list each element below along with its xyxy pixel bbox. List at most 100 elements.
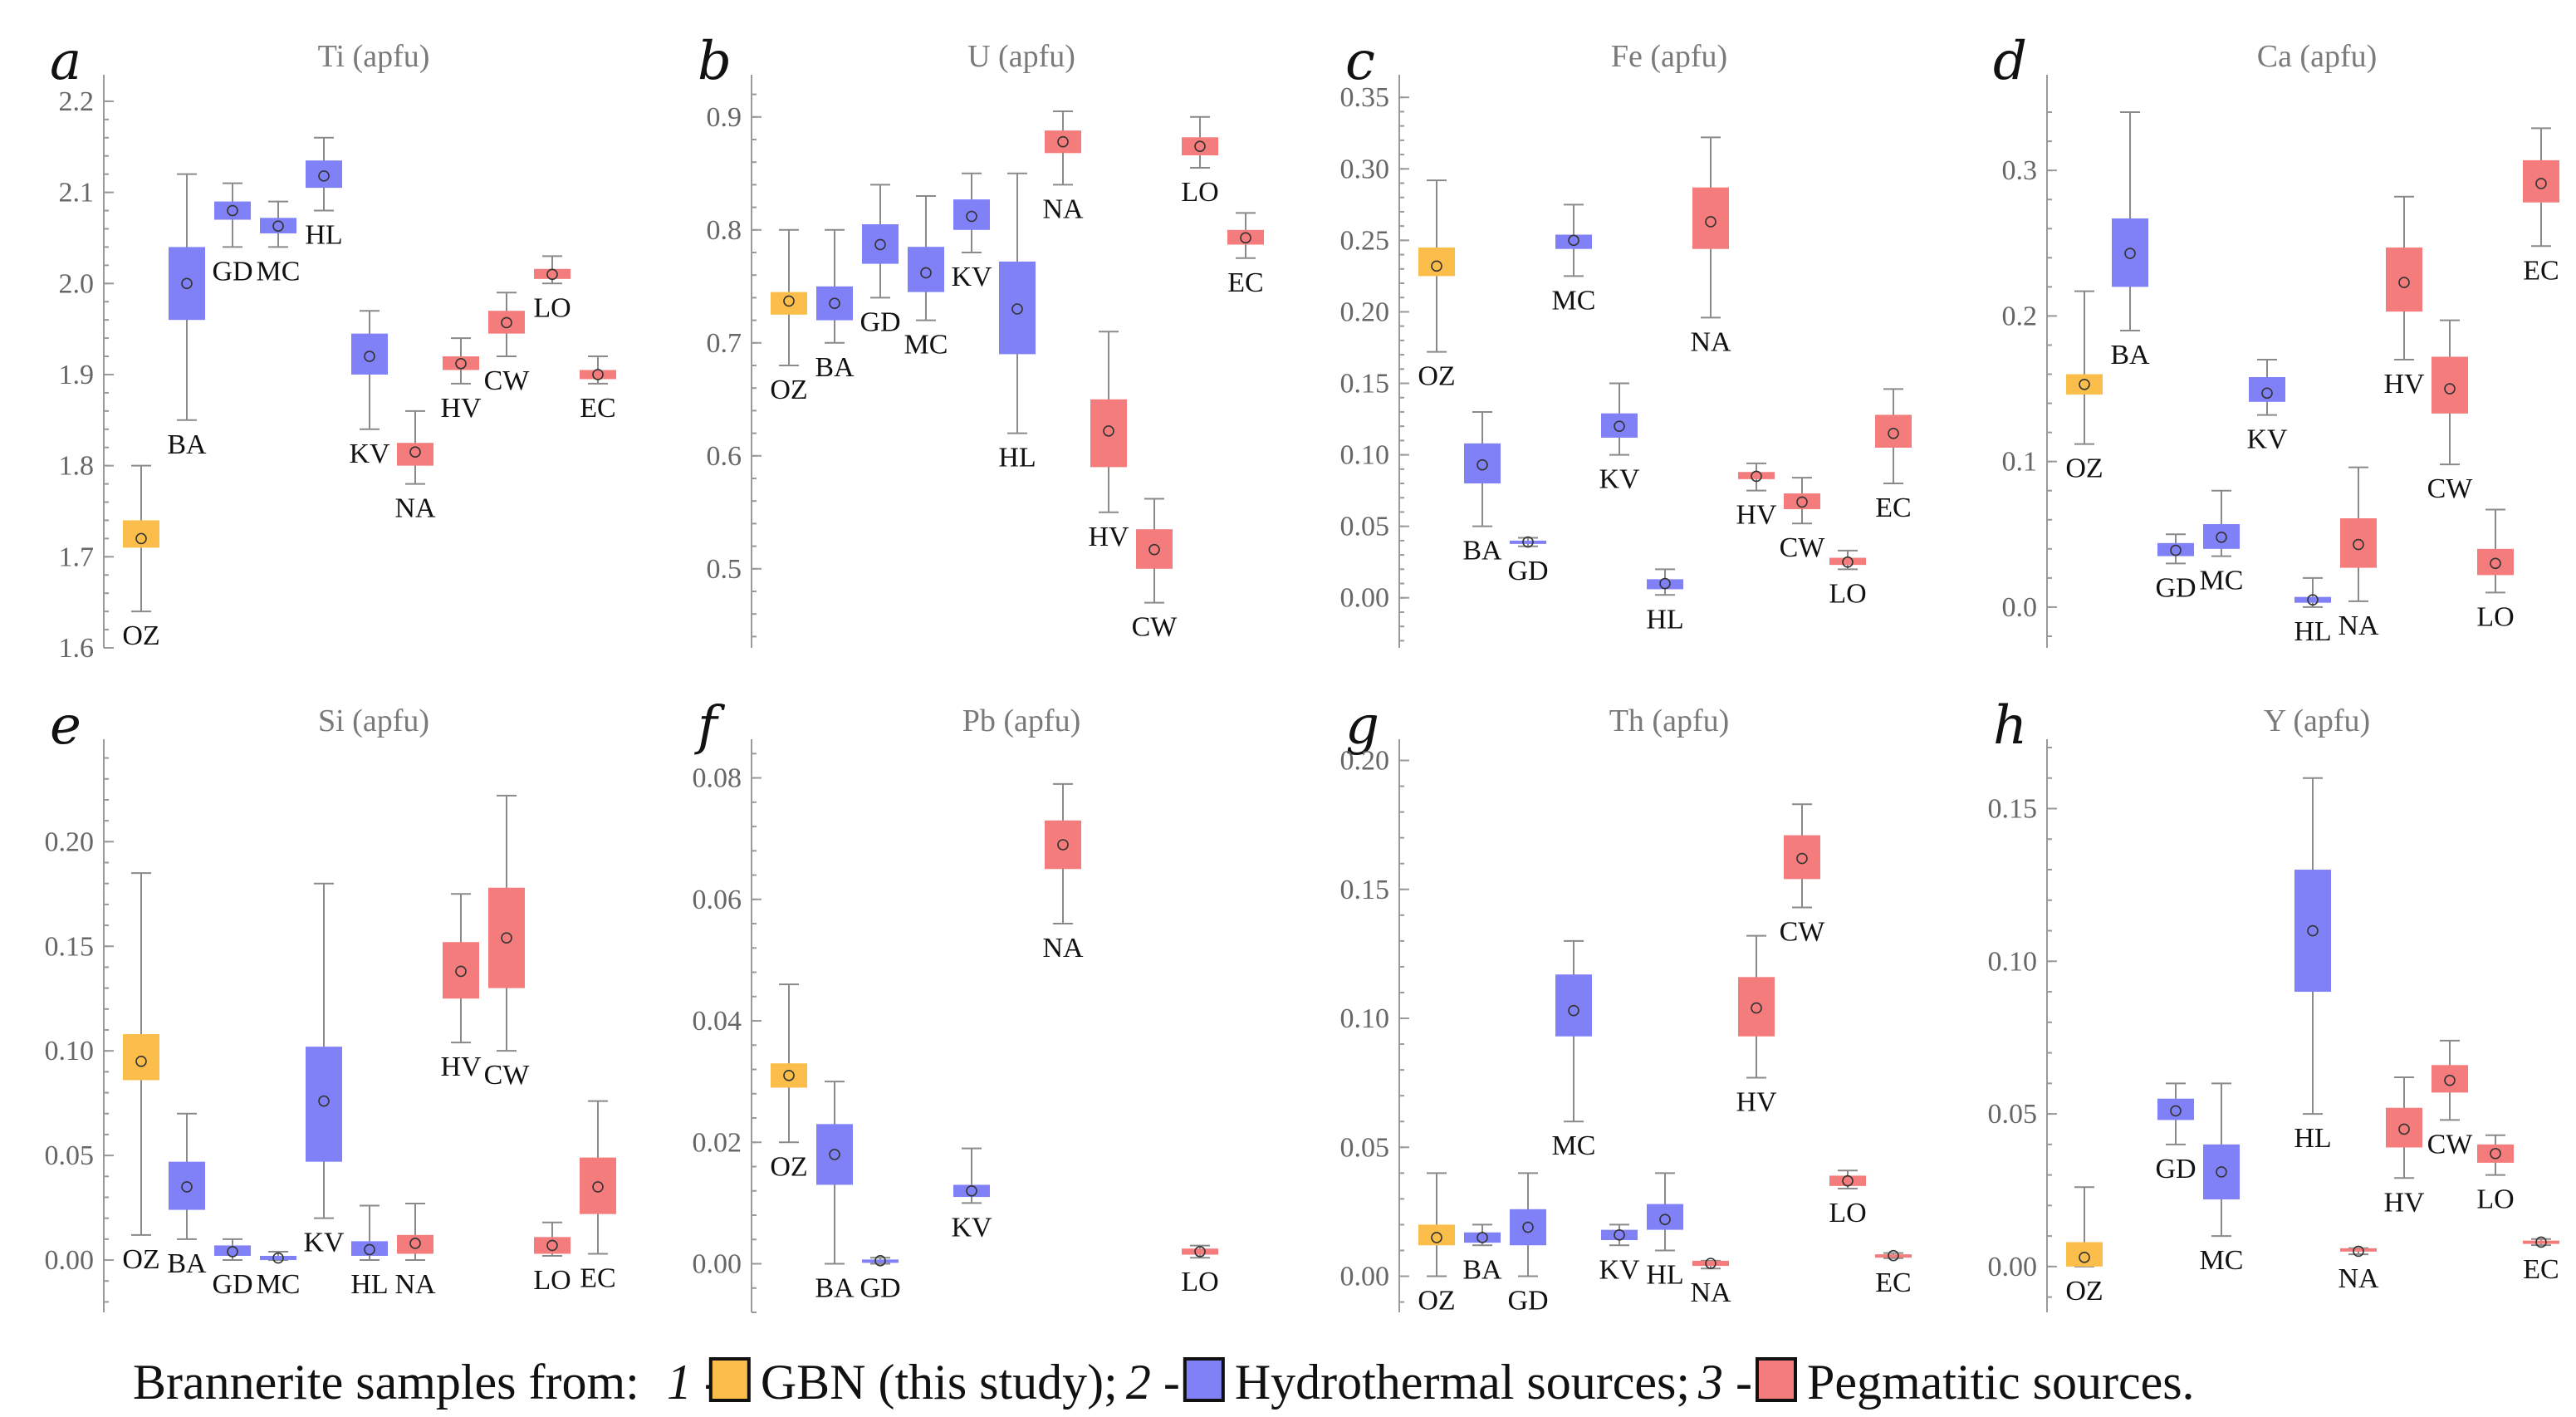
box-b-cw: CW [1132,498,1178,643]
box-body [862,224,899,264]
box-body [1601,1229,1638,1241]
category-label: GD [859,1273,900,1304]
box-e-hl: HL [350,1204,389,1300]
panel-c: c Fe (apfu) 0.00 0.05 0.10 0.15 0.20 0.25 0.30 0.… [1340,31,1912,648]
box-g-gd: GD [1507,1172,1549,1316]
median-marker [455,965,467,978]
box-a-ec: EC [580,355,616,424]
box-body [1136,529,1173,569]
box-e-mc: MC [257,1250,300,1300]
category-label: NA [394,493,436,524]
box-body [2157,1098,2194,1120]
median-marker [181,1181,193,1193]
box-body [953,1184,990,1198]
box-body [397,1234,433,1254]
category-label: NA [1042,194,1084,224]
median-marker [966,210,977,223]
median-marker [2535,178,2547,189]
legend-num-3: 3 - [1697,1355,1752,1410]
median-marker [1842,556,1854,568]
median-marker [874,238,886,251]
box-body [580,370,616,380]
box-a-gd: GD [212,182,253,287]
panel-letter-c: c [1345,31,1375,92]
y-tick-label: 0.35 [1340,82,1390,113]
box-d-ec: EC [2523,127,2559,286]
box-d-lo: LO [2476,508,2515,632]
category-label: CW [1780,532,1826,563]
median-marker [1614,420,1625,432]
category-label: KV [1599,464,1640,495]
box-body [1464,443,1501,484]
box-b-kv: KV [951,172,992,292]
box-body [2294,596,2331,603]
median-marker [364,1243,375,1256]
y-tick-label: 0.15 [1340,875,1390,905]
category-label: NA [2338,1263,2379,1294]
box-c-ec: EC [1875,388,1912,523]
box-b-lo: LO [1181,115,1219,208]
box-g-hl: HL [1646,1172,1684,1290]
median-marker [181,277,193,290]
median-marker [1659,577,1671,590]
box-g-lo: LO [1829,1169,1867,1228]
median-marker [135,1055,147,1067]
box-b-oz: OZ [770,228,808,405]
box-a-mc: MC [257,200,300,287]
y-tick-label: 0.2 [2002,301,2038,331]
box-body [1045,820,1081,870]
median-marker [966,1184,977,1197]
legend-swatch-gbn [708,1357,751,1402]
median-marker [1568,1004,1579,1017]
box-body [953,199,990,230]
box-h-oz: OZ [2065,1186,2103,1307]
box-body [1418,247,1455,277]
median-marker [1659,1214,1671,1226]
box-body [1555,234,1592,249]
median-marker [2444,383,2456,395]
y-tick-label: 0.08 [693,763,742,794]
box-f-lo: LO [1181,1244,1219,1297]
median-marker [272,1252,284,1264]
category-label: GD [212,1269,252,1300]
box-h-mc: MC [2200,1082,2244,1276]
median-marker [1194,1246,1206,1258]
median-marker [272,220,284,232]
median-marker [2398,1123,2410,1135]
box-body [1647,579,1683,590]
box-body [214,201,251,220]
category-label: MC [2200,1245,2244,1276]
y-tick-label: 0.3 [2002,155,2038,186]
y-tick-label: 0.7 [707,328,742,359]
median-marker [227,1246,238,1258]
box-body [1510,540,1546,544]
category-label: LO [533,292,571,323]
y-tick-label: 0.15 [1340,369,1390,400]
category-label: CW [1132,612,1178,643]
y-tick-label: 0.00 [1340,583,1390,614]
box-g-cw: CW [1780,803,1825,948]
box-body [1090,399,1127,468]
y-tick-label: 0.00 [1988,1252,2038,1282]
box-body [2203,524,2240,549]
box-body [2340,518,2377,568]
box-body [2294,870,2331,993]
median-marker [829,297,840,310]
legend-dash: - [1151,1355,1180,1410]
median-marker [1431,1232,1442,1243]
box-body [1182,1248,1218,1255]
category-label: OZ [770,1151,807,1182]
panel-title-e: Si (apfu) [318,704,429,738]
box-body [1875,1254,1912,1258]
box-body [534,268,571,279]
category-label: KV [1599,1254,1640,1285]
category-label: GD [212,256,252,287]
box-body [306,1047,342,1162]
legend-swatch-hydrothermal [1183,1357,1225,1402]
box-e-cw: CW [484,794,530,1091]
box-body [771,1063,807,1088]
median-marker [455,358,467,370]
box-c-cw: CW [1780,477,1826,563]
